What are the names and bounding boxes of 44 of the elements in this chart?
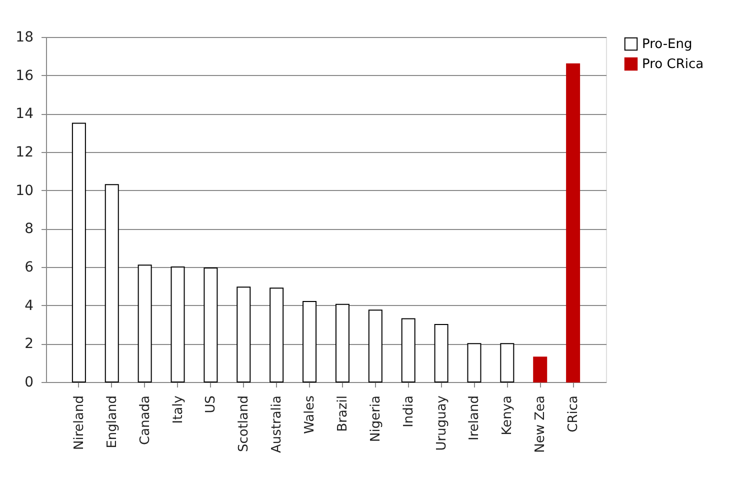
- x-tick-label: England: [104, 396, 120, 448]
- y-tick-label: 14: [16, 106, 34, 122]
- x-tick-label: CRica: [566, 396, 582, 432]
- legend-label: Pro CRica: [642, 57, 704, 72]
- x-tick-label: Italy: [170, 395, 186, 424]
- bar: [335, 304, 350, 382]
- y-tick-label: 8: [24, 221, 34, 238]
- y-tick-label: 2: [24, 336, 34, 352]
- bar: [270, 288, 284, 382]
- x-tick-label: Kenya: [500, 396, 516, 436]
- y-tick-label: 6: [24, 260, 34, 276]
- bar: [302, 301, 317, 382]
- bar: [401, 318, 416, 382]
- y-tick-label: 10: [16, 182, 34, 199]
- y-tick-label: 18: [16, 30, 34, 46]
- bar: [566, 63, 580, 382]
- legend-label: Pro-Eng: [642, 37, 692, 52]
- bar: [467, 343, 482, 382]
- x-tick-label: New Zea: [533, 396, 548, 453]
- bar: [138, 264, 152, 382]
- x-tick-label: US: [204, 396, 219, 414]
- x-tick-label: Nireland: [72, 396, 87, 450]
- y-tick-label: 12: [16, 144, 34, 160]
- bar: [368, 310, 382, 382]
- y-tick-label: 16: [16, 68, 34, 84]
- x-tick-label: Brazil: [335, 396, 350, 432]
- bar: [236, 286, 251, 382]
- bar: [434, 324, 448, 382]
- bar: [104, 184, 119, 382]
- x-tick-label: Uruguay: [434, 395, 450, 451]
- bar: [72, 122, 86, 382]
- x-tick-label: Canada: [138, 396, 153, 445]
- x-tick-label: Wales: [302, 395, 318, 434]
- y-tick-label: 0: [24, 374, 34, 390]
- bar: [170, 266, 185, 382]
- x-tick-label: Nigeria: [368, 396, 384, 442]
- x-tick-label: India: [401, 396, 416, 428]
- bar: [204, 267, 218, 382]
- y-tick-label: 4: [24, 298, 34, 314]
- x-tick-label: Ireland: [467, 396, 482, 440]
- x-tick-label: Australia: [270, 396, 285, 454]
- bar: [533, 356, 548, 382]
- x-tick-label: Scotland: [236, 396, 252, 452]
- bar: [500, 343, 514, 382]
